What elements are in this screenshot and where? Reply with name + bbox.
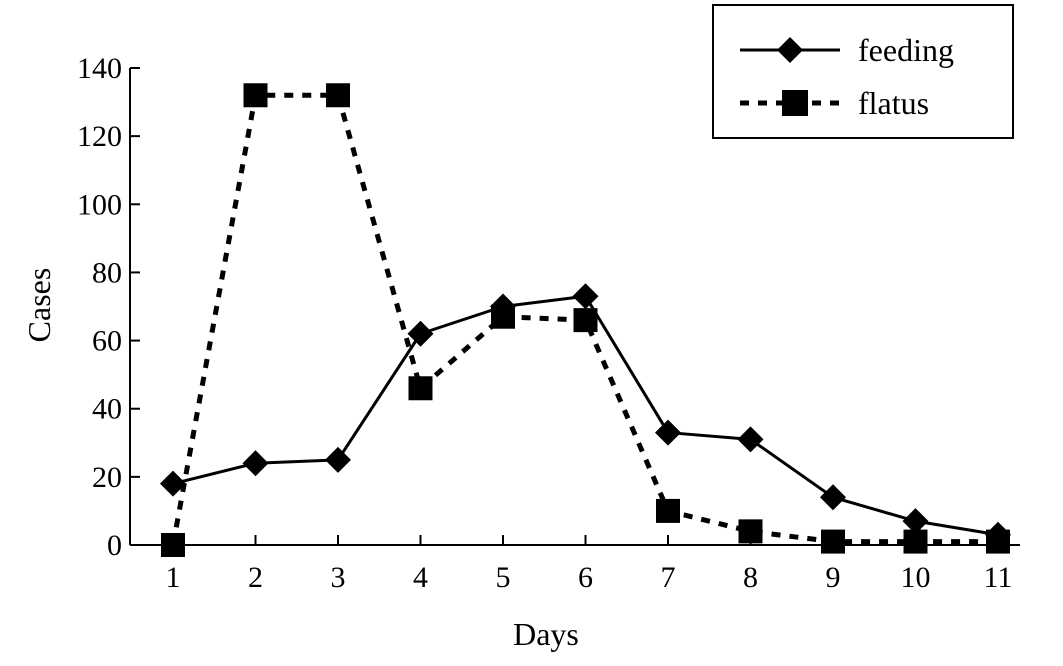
x-tick-label: 4 [413, 561, 428, 594]
y-tick-label: 40 [92, 393, 122, 426]
x-tick-label: 1 [166, 561, 181, 594]
legend: feeding flatus [712, 4, 1014, 139]
data-point-feeding [985, 521, 1011, 548]
x-tick-label: 9 [826, 561, 841, 594]
legend-item-feeding: feeding [740, 32, 954, 68]
x-tick-label: 5 [496, 561, 511, 594]
data-point-feeding [655, 419, 681, 446]
data-point-flatus [326, 83, 350, 108]
data-point-feeding [737, 426, 764, 453]
x-tick-label: 3 [331, 561, 346, 594]
legend-box [712, 4, 1014, 139]
y-tick-label: 20 [92, 461, 122, 494]
y-tick-label: 100 [77, 188, 122, 221]
x-tick-label: 2 [248, 561, 263, 594]
series-flatus [161, 83, 1010, 557]
x-tick-label: 8 [743, 561, 758, 594]
legend-item-flatus: flatus [740, 85, 929, 121]
data-point-flatus [408, 376, 433, 401]
data-point-flatus [656, 498, 680, 523]
data-point-feeding [820, 484, 846, 511]
axes: 0 20 40 60 80 100 120 140 1 2 3 4 5 6 7 8 9 10 11 [77, 52, 1020, 594]
series-layer [160, 83, 1011, 557]
data-point-feeding [242, 450, 269, 477]
x-tick-label: 7 [661, 561, 676, 594]
legend-marker-flatus [782, 90, 808, 116]
data-point-feeding [407, 320, 434, 347]
y-tick-label: 0 [107, 529, 122, 562]
x-axis-label: Days [513, 616, 579, 652]
data-point-flatus [161, 533, 185, 557]
data-point-feeding [902, 508, 929, 535]
x-tick-label: 10 [901, 561, 931, 594]
data-point-feeding [490, 293, 516, 320]
y-tick-label: 80 [92, 256, 122, 289]
data-point-feeding [160, 470, 186, 497]
x-tick-label: 6 [578, 561, 593, 594]
legend-label-flatus: flatus [858, 85, 929, 121]
y-tick-label: 60 [92, 325, 122, 358]
data-point-feeding [325, 446, 351, 473]
data-point-flatus [243, 83, 268, 108]
data-point-flatus [821, 529, 845, 554]
data-point-flatus [738, 519, 763, 544]
y-tick-label: 120 [77, 120, 122, 153]
series-feeding [160, 283, 1011, 548]
legend-label-feeding: feeding [858, 32, 954, 68]
legend-marker-feeding [777, 37, 803, 63]
y-tick-label: 140 [77, 52, 122, 85]
x-tick-label: 11 [984, 561, 1013, 594]
data-point-feeding [572, 283, 599, 310]
series-line-flatus [170, 92, 998, 546]
y-axis-label: Cases [21, 268, 57, 343]
